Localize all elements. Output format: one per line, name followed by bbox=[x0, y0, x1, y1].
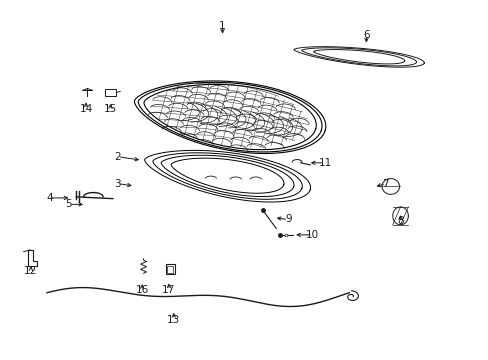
Text: 14: 14 bbox=[79, 104, 92, 114]
Text: 13: 13 bbox=[167, 315, 180, 325]
Bar bbox=[165, 264, 175, 274]
Text: 6: 6 bbox=[363, 30, 369, 40]
Text: 2: 2 bbox=[114, 152, 121, 162]
Text: 9: 9 bbox=[285, 215, 291, 224]
Bar bbox=[104, 89, 116, 96]
Text: 16: 16 bbox=[135, 285, 148, 296]
Bar bbox=[167, 266, 173, 273]
Text: 1: 1 bbox=[219, 21, 225, 31]
Text: 12: 12 bbox=[24, 266, 38, 276]
Text: 17: 17 bbox=[162, 285, 175, 296]
Text: 4: 4 bbox=[46, 193, 53, 203]
Text: 15: 15 bbox=[103, 104, 117, 114]
Text: 5: 5 bbox=[65, 199, 72, 210]
Text: 3: 3 bbox=[114, 179, 121, 189]
Text: 8: 8 bbox=[396, 216, 403, 226]
Text: 10: 10 bbox=[305, 230, 319, 240]
Text: 11: 11 bbox=[318, 158, 331, 168]
Text: 7: 7 bbox=[382, 179, 388, 189]
